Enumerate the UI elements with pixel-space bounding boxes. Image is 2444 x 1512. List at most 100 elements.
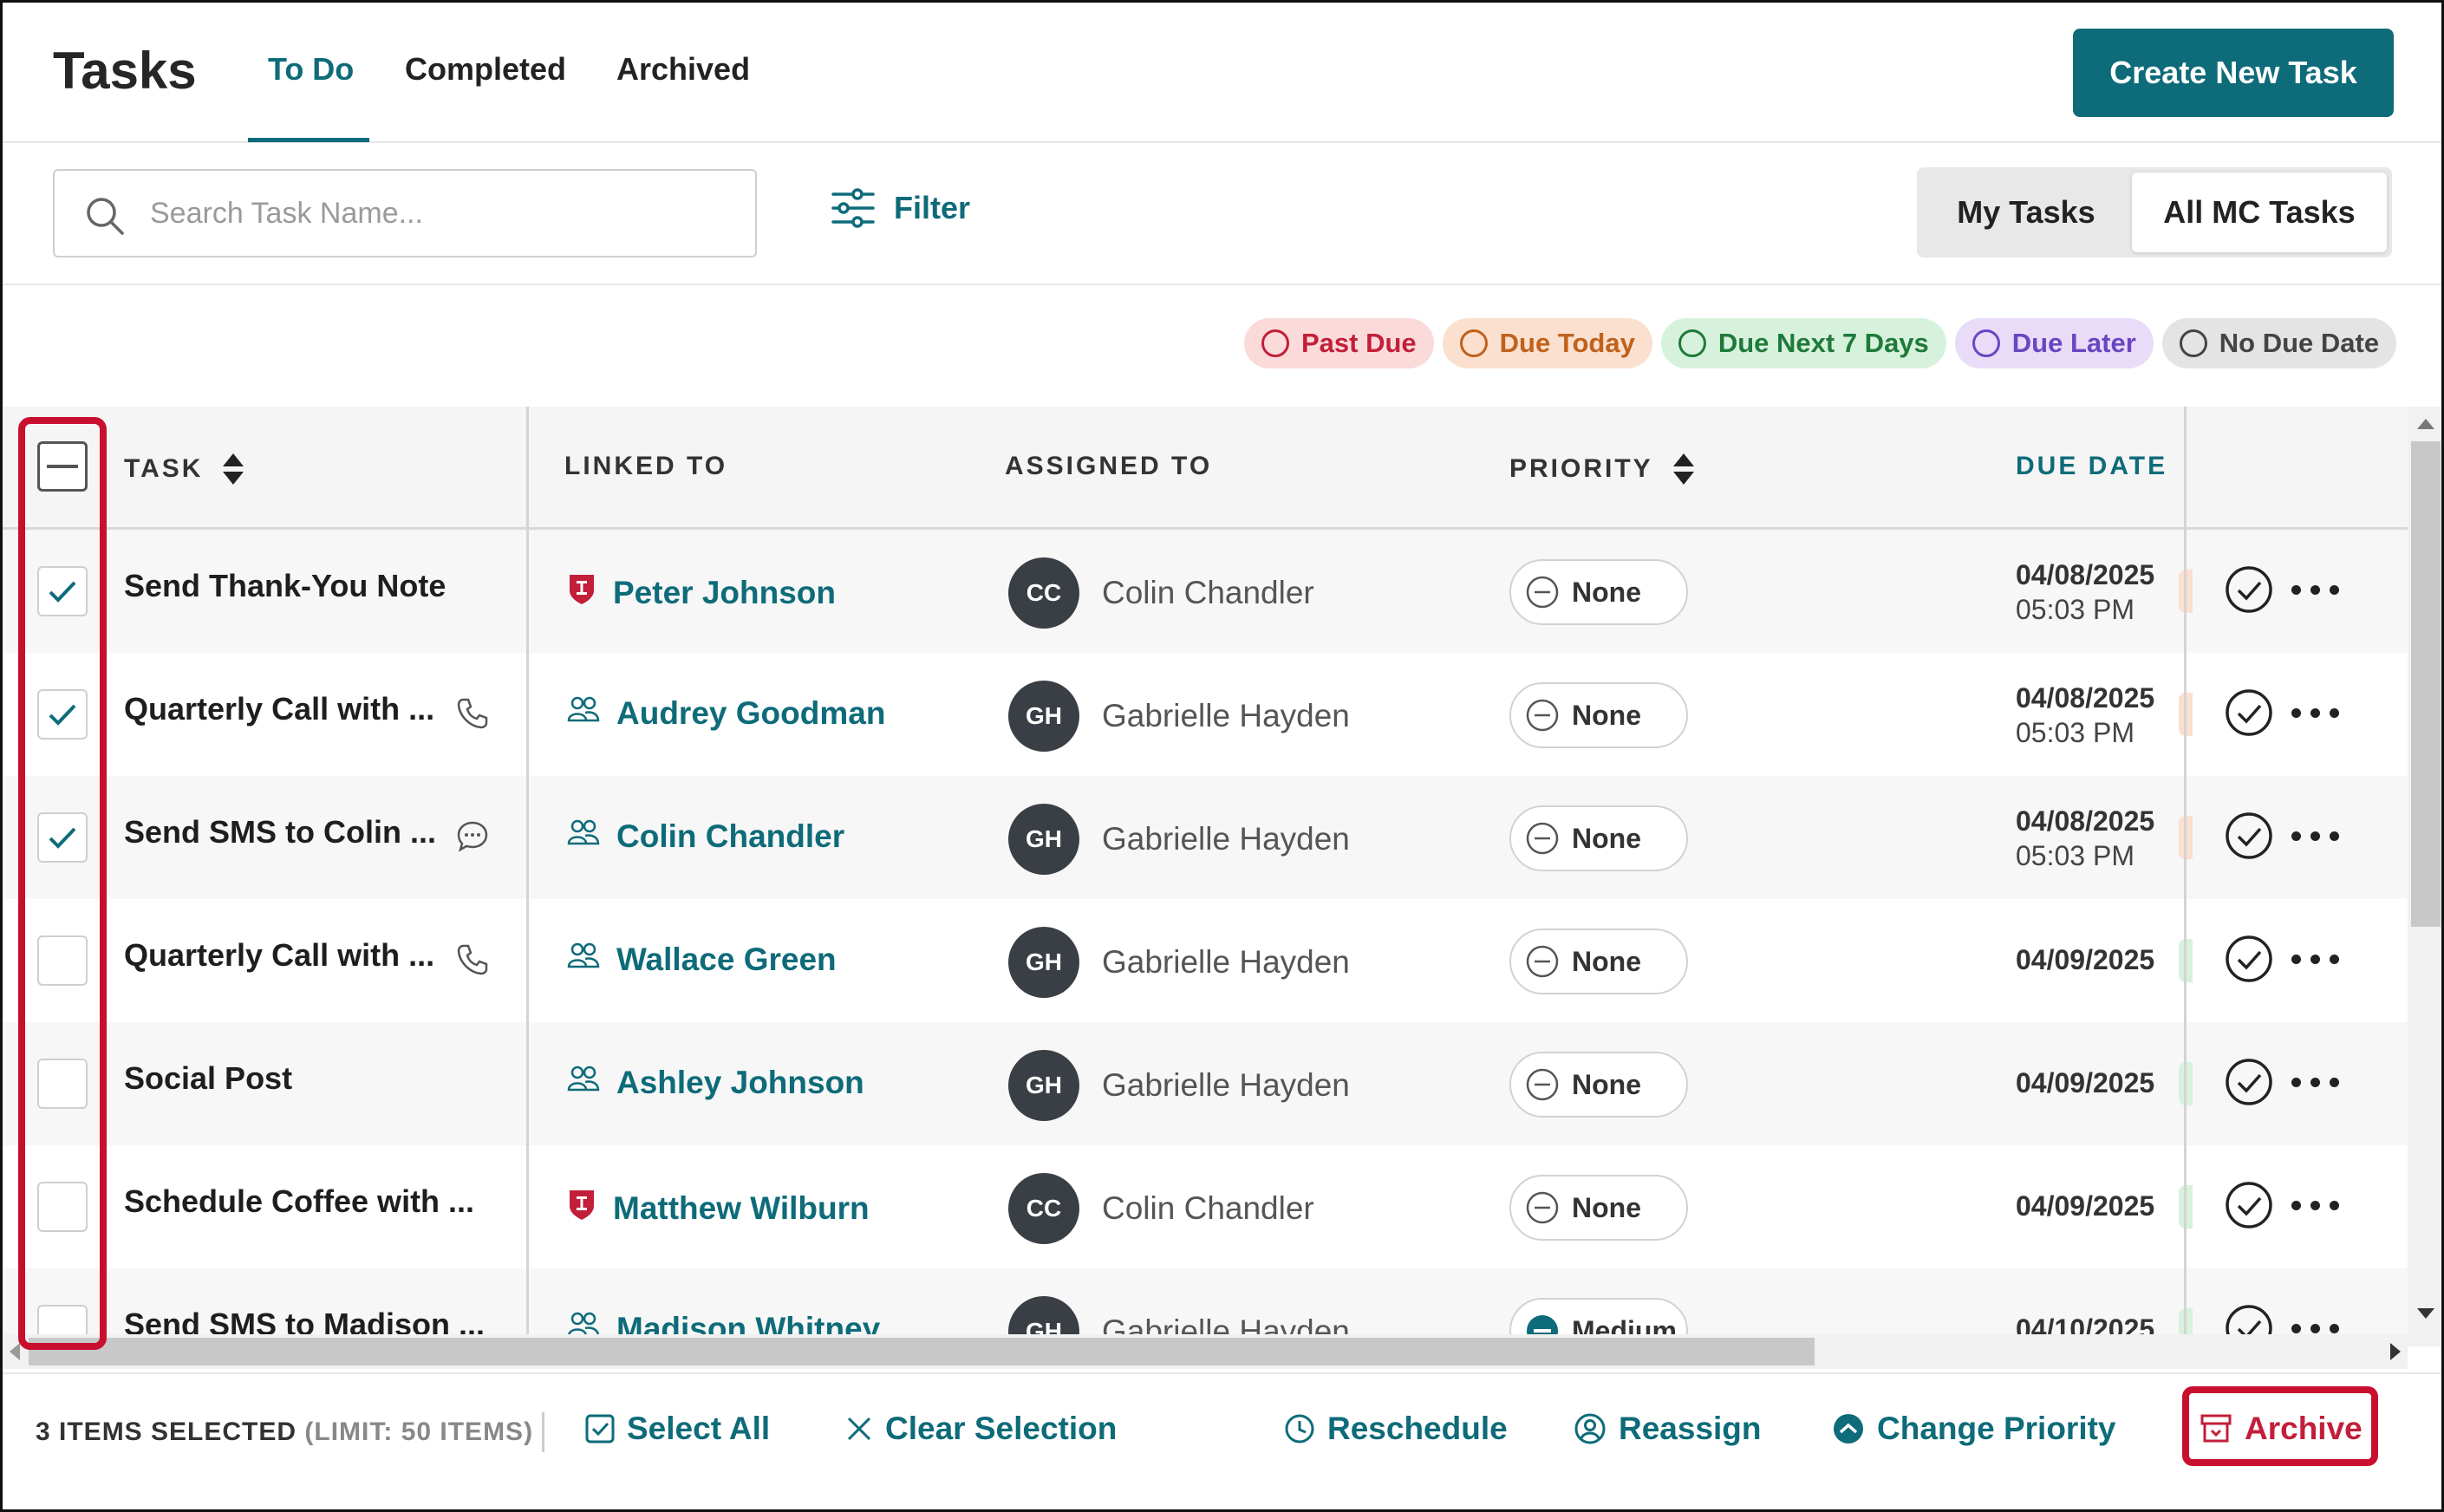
more-options-icon[interactable] — [2291, 582, 2343, 599]
linked-contact-link[interactable]: Madison Whitney — [566, 1310, 880, 1334]
due-time: 05:03 PM — [2016, 717, 2134, 748]
scroll-down-icon[interactable] — [2408, 1300, 2444, 1326]
column-assigned-to: ASSIGNED TO — [1005, 452, 1213, 480]
task-name[interactable]: Quarterly Call with ... — [124, 691, 435, 727]
column-due-date[interactable]: DUE DATE — [2016, 452, 2168, 480]
table-row[interactable]: Quarterly Call with ... Audrey Goodman GH G… — [3, 653, 2408, 776]
mark-complete-icon[interactable] — [2224, 564, 2274, 619]
reschedule-label: Reschedule — [1327, 1411, 1508, 1446]
more-options-icon[interactable] — [2291, 1320, 2343, 1334]
row-checkbox[interactable] — [37, 689, 88, 740]
archive-highlight — [2182, 1386, 2378, 1466]
more-options-icon[interactable] — [2291, 705, 2343, 722]
linked-contact-link[interactable]: Matthew Wilburn — [566, 1187, 870, 1229]
change-priority-button[interactable]: Change Priority — [1832, 1411, 2116, 1447]
clock-icon — [1285, 1414, 1314, 1444]
task-name[interactable]: Send SMS to Madison ... — [124, 1307, 486, 1334]
priority-pill[interactable]: None — [1509, 682, 1688, 748]
search-input[interactable] — [150, 173, 740, 254]
row-checkbox[interactable] — [37, 935, 88, 986]
more-options-icon[interactable] — [2291, 828, 2343, 845]
table-row[interactable]: Schedule Coffee with ... Matthew Wilburn C… — [3, 1145, 2408, 1268]
legend-due-next-7-days: Due Next 7 Days — [1660, 318, 1946, 368]
select-all-button[interactable]: Select All — [585, 1411, 770, 1447]
tab-to-do[interactable]: To Do — [268, 51, 355, 87]
mark-complete-icon[interactable] — [2224, 811, 2274, 865]
linked-contact-link[interactable]: Audrey Goodman — [566, 694, 885, 732]
linked-contact-link[interactable]: Wallace Green — [566, 941, 837, 978]
priority-pill[interactable]: None — [1509, 1052, 1688, 1118]
all-mc-tasks-button[interactable]: All MC Tasks — [2132, 173, 2387, 252]
priority-none-icon — [1526, 945, 1559, 978]
sort-icon — [223, 453, 244, 485]
circle-icon — [1459, 329, 1488, 357]
table-row[interactable]: Quarterly Call with ... Wallace Green GH Ga… — [3, 899, 2408, 1022]
mark-complete-icon[interactable] — [2224, 1057, 2274, 1111]
archive-box-icon — [2200, 1414, 2232, 1443]
priority-pill[interactable]: None — [1509, 929, 1688, 994]
legend-label: No Due Date — [2219, 328, 2380, 358]
task-name[interactable]: Quarterly Call with ... — [124, 937, 435, 973]
priority-pill[interactable]: Medium — [1509, 1298, 1688, 1334]
more-options-icon[interactable] — [2291, 1197, 2343, 1215]
table-row[interactable]: Send SMS to Colin ... Colin Chandler GH Gab… — [3, 776, 2408, 899]
priority-pill[interactable]: None — [1509, 1175, 1688, 1241]
clear-selection-button[interactable]: Clear Selection — [845, 1411, 1117, 1447]
priority-pill[interactable]: None — [1509, 805, 1688, 871]
more-options-icon[interactable] — [2291, 951, 2343, 968]
archive-button[interactable]: Archive — [2200, 1411, 2363, 1447]
mark-complete-icon[interactable] — [2224, 688, 2274, 742]
more-options-icon[interactable] — [2291, 1074, 2343, 1092]
my-tasks-button[interactable]: My Tasks — [1957, 194, 2095, 230]
due-date: 04/09/2025 — [2016, 1190, 2155, 1222]
table-row[interactable]: Send Thank-You Note Peter Johnson CC Colin … — [3, 530, 2408, 653]
task-name[interactable]: Send Thank-You Note — [124, 568, 446, 603]
linked-contact-link[interactable]: Colin Chandler — [566, 818, 844, 855]
mark-complete-icon[interactable] — [2224, 934, 2274, 988]
linked-contact-link[interactable]: Peter Johnson — [566, 571, 836, 614]
priority-pill[interactable]: None — [1509, 559, 1688, 625]
row-checkbox[interactable] — [37, 1305, 88, 1334]
mark-complete-icon[interactable] — [2224, 1180, 2274, 1235]
row-checkbox[interactable] — [37, 1182, 88, 1232]
tab-archived[interactable]: Archived — [616, 51, 751, 87]
reassign-button[interactable]: Reassign — [1574, 1411, 1762, 1447]
chat-icon — [455, 819, 490, 858]
column-priority[interactable]: PRIORITY — [1509, 452, 1695, 486]
horizontal-scroll-thumb[interactable] — [29, 1338, 1815, 1365]
scroll-left-icon[interactable] — [3, 1334, 29, 1369]
row-checkbox[interactable] — [37, 1059, 88, 1109]
tab-completed[interactable]: Completed — [405, 51, 567, 87]
select-all-checkbox[interactable] — [37, 441, 88, 492]
vertical-scrollbar[interactable] — [2408, 407, 2444, 1346]
due-status-legend: Past Due Due Today Due Next 7 Days Due L… — [1244, 318, 2397, 368]
circle-icon — [1971, 329, 2000, 357]
task-name[interactable]: Send SMS to Colin ... — [124, 814, 436, 850]
assignee-name: Gabrielle Hayden — [1102, 944, 1350, 980]
household-icon — [566, 1310, 601, 1334]
horizontal-scrollbar[interactable] — [3, 1334, 2408, 1369]
row-checkbox[interactable] — [37, 566, 88, 616]
checkmark-icon — [49, 581, 76, 603]
task-name[interactable]: Schedule Coffee with ... — [124, 1183, 475, 1219]
filter-button[interactable]: Filter — [831, 188, 970, 228]
scroll-right-icon[interactable] — [2382, 1334, 2408, 1369]
vertical-scroll-thumb[interactable] — [2411, 441, 2441, 927]
linked-contact-link[interactable]: Ashley Johnson — [566, 1064, 864, 1101]
task-name[interactable]: Social Post — [124, 1060, 293, 1096]
table-row[interactable]: Send SMS to Madison ... Madison Whitney GH… — [3, 1268, 2408, 1334]
table-row[interactable]: Social Post Ashley Johnson GH Gabrielle Hay… — [3, 1022, 2408, 1145]
legend-label: Due Next 7 Days — [1717, 328, 1929, 358]
column-divider — [526, 407, 529, 1334]
scroll-up-icon[interactable] — [2408, 412, 2444, 438]
selection-limit-text: (LIMIT: 50 ITEMS) — [304, 1418, 534, 1446]
legend-label: Due Today — [1499, 328, 1635, 358]
column-task[interactable]: TASK — [124, 452, 244, 486]
reschedule-button[interactable]: Reschedule — [1284, 1411, 1508, 1447]
mark-complete-icon[interactable] — [2224, 1303, 2274, 1334]
row-checkbox[interactable] — [37, 812, 88, 863]
filter-sliders-icon — [831, 188, 875, 228]
linked-contact-name: Matthew Wilburn — [613, 1189, 870, 1226]
create-new-task-button[interactable]: Create New Task — [2073, 29, 2394, 117]
circle-icon — [1261, 329, 1289, 357]
